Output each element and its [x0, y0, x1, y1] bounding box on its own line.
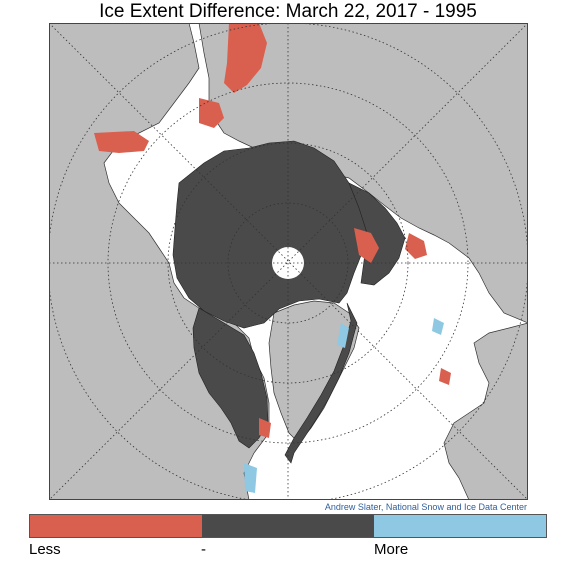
land-scandinavia: [443, 322, 528, 500]
loss-okhotsk: [199, 98, 224, 128]
ice-east-greenland: [284, 302, 358, 464]
legend-swatch-neutral: [202, 515, 374, 537]
legend-swatch-less: [30, 515, 202, 537]
legend-swatch-more: [374, 515, 546, 537]
loss-kara: [405, 233, 427, 259]
ice-central-arctic: [172, 140, 368, 329]
map-title: Ice Extent Difference: March 22, 2017 - …: [99, 1, 477, 22]
loss-barents-edge: [354, 228, 379, 263]
sea-ice: [172, 140, 406, 464]
loss-labrador: [259, 418, 271, 438]
ice-loss: [94, 23, 451, 438]
legend-label-more: More: [374, 541, 409, 558]
arctic-map: [49, 23, 528, 500]
loss-bering: [224, 23, 267, 93]
gain-baffin: [244, 463, 257, 493]
legend-label-less: Less: [29, 541, 61, 558]
ice-gain: [244, 318, 444, 493]
credit-text: Andrew Slater, National Snow and Ice Dat…: [324, 502, 527, 512]
gain-baltic: [432, 318, 444, 335]
loss-svalbard: [439, 368, 451, 385]
legend-label-neutral: -: [201, 541, 206, 558]
loss-chukchi: [94, 131, 149, 153]
legend-colorbar: [29, 514, 547, 538]
gain-east-greenland: [337, 323, 349, 348]
graticule: [49, 23, 528, 500]
ice-hudson-baffin: [192, 307, 269, 449]
